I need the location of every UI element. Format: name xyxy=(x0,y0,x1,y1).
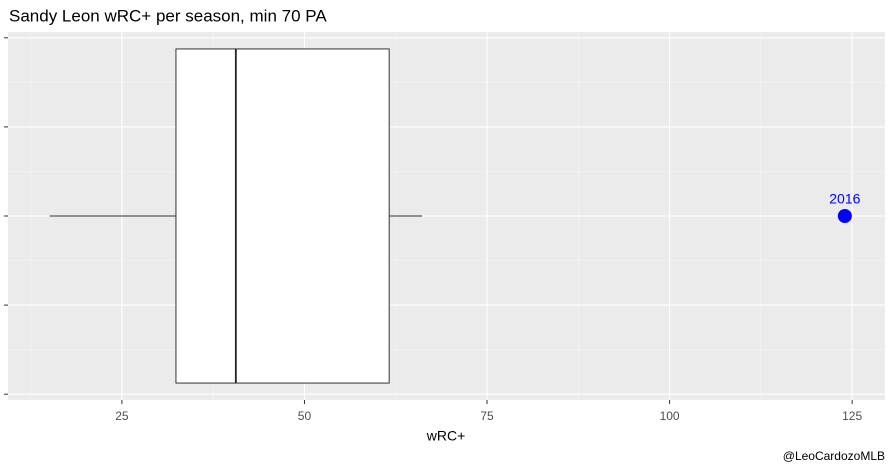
x-tick-label: 50 xyxy=(298,409,312,423)
chart-title: Sandy Leon wRC+ per season, min 70 PA xyxy=(9,6,327,25)
box xyxy=(175,48,390,384)
x-axis-label: wRC+ xyxy=(426,428,466,444)
caption: @LeoCardozoMLB xyxy=(783,449,885,463)
x-tick-label: 125 xyxy=(842,409,862,423)
outlier-label: 2016 xyxy=(829,191,860,207)
x-tick-label: 75 xyxy=(480,409,494,423)
x-tick-label: 100 xyxy=(660,409,680,423)
outlier-point xyxy=(837,209,852,223)
x-tick-label: 25 xyxy=(115,409,129,423)
